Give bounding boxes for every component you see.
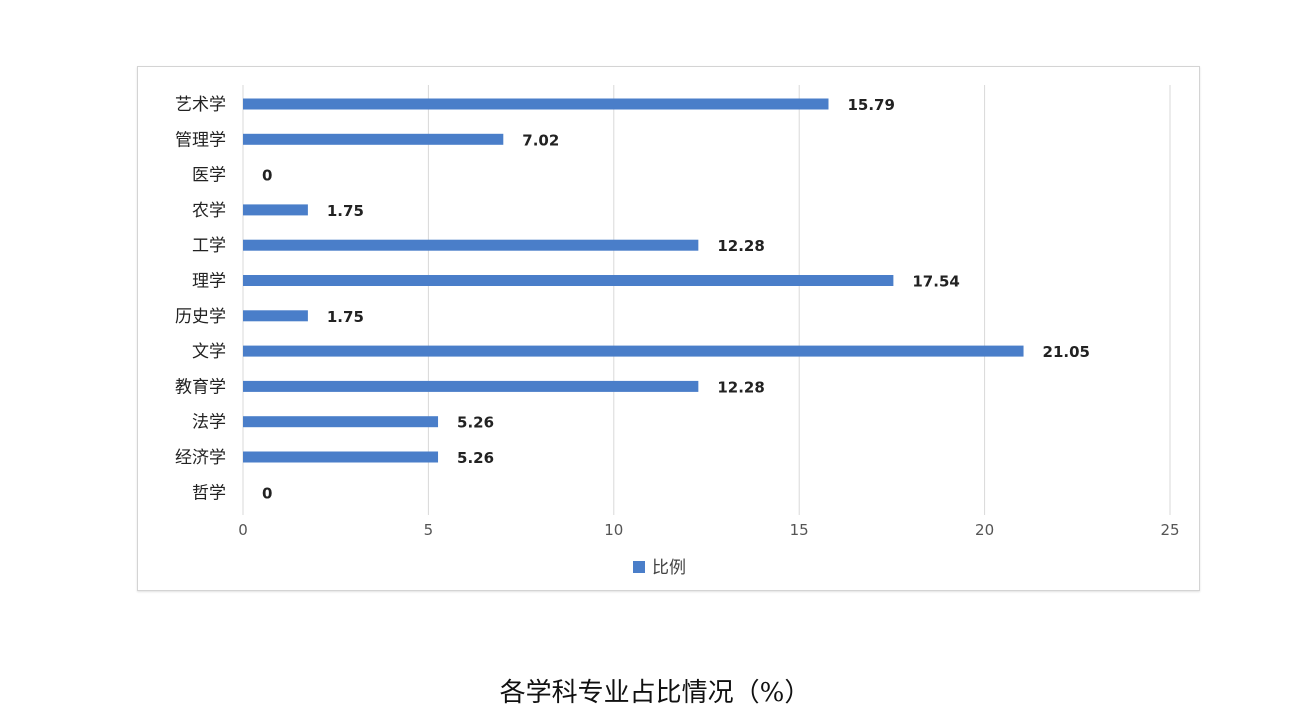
bar-7 xyxy=(243,345,1024,357)
x-tick-label: 20 xyxy=(975,521,994,539)
category-label: 理学 xyxy=(192,272,226,292)
bar-5 xyxy=(243,275,894,286)
data-label: 7.02 xyxy=(522,131,559,149)
bar-3 xyxy=(243,204,308,216)
category-label: 经济学 xyxy=(175,448,226,468)
x-tick-label: 10 xyxy=(604,521,623,539)
category-label: 教育学 xyxy=(175,377,226,397)
category-label: 哲学 xyxy=(192,483,226,503)
category-label: 医学 xyxy=(192,166,226,186)
bar-0 xyxy=(243,98,829,110)
chart-caption: 各学科专业占比情况（%） xyxy=(499,678,811,708)
x-tick-labels: 0 5 10 15 20 25 xyxy=(238,521,1179,539)
category-label: 管理学 xyxy=(175,130,226,150)
data-label: 15.79 xyxy=(847,96,894,114)
bar-8 xyxy=(243,380,699,392)
data-label: 0 xyxy=(262,484,272,502)
bars xyxy=(243,98,1024,463)
legend-swatch xyxy=(633,561,645,573)
data-label: 17.54 xyxy=(912,273,959,291)
data-label: 12.28 xyxy=(717,378,764,396)
category-label: 法学 xyxy=(192,413,226,433)
legend: 比例 xyxy=(633,558,686,578)
bar-6 xyxy=(243,310,308,322)
bar-10 xyxy=(243,451,439,463)
x-tick-label: 15 xyxy=(790,521,809,539)
category-label: 工学 xyxy=(192,236,226,256)
bar-1 xyxy=(243,133,504,145)
category-label: 艺术学 xyxy=(175,95,226,115)
gridlines xyxy=(242,85,1171,515)
legend-label: 比例 xyxy=(652,558,686,578)
category-label: 文学 xyxy=(192,342,226,362)
bar-9 xyxy=(243,416,439,428)
data-label: 21.05 xyxy=(1043,343,1090,361)
category-label: 历史学 xyxy=(175,307,226,327)
data-label: 1.75 xyxy=(327,202,364,220)
data-label: 5.26 xyxy=(457,449,494,467)
data-label: 5.26 xyxy=(457,414,494,432)
data-label: 12.28 xyxy=(717,237,764,255)
data-label: 1.75 xyxy=(327,308,364,326)
x-tick-label: 5 xyxy=(424,521,434,539)
data-labels: 15.79 7.02 0 1.75 12.28 17.54 1.75 21.05 12.28 5.… xyxy=(262,96,1090,502)
x-tick-label: 0 xyxy=(238,521,248,539)
category-label: 农学 xyxy=(192,201,226,221)
x-tick-label: 25 xyxy=(1160,521,1179,539)
bar-4 xyxy=(243,239,699,251)
data-label: 0 xyxy=(262,167,272,185)
chart-frame: 艺术学管理学医学农学工学理学历史学文学教育学法学经济学哲学 0 5 10 15 20 25… xyxy=(137,66,1200,591)
